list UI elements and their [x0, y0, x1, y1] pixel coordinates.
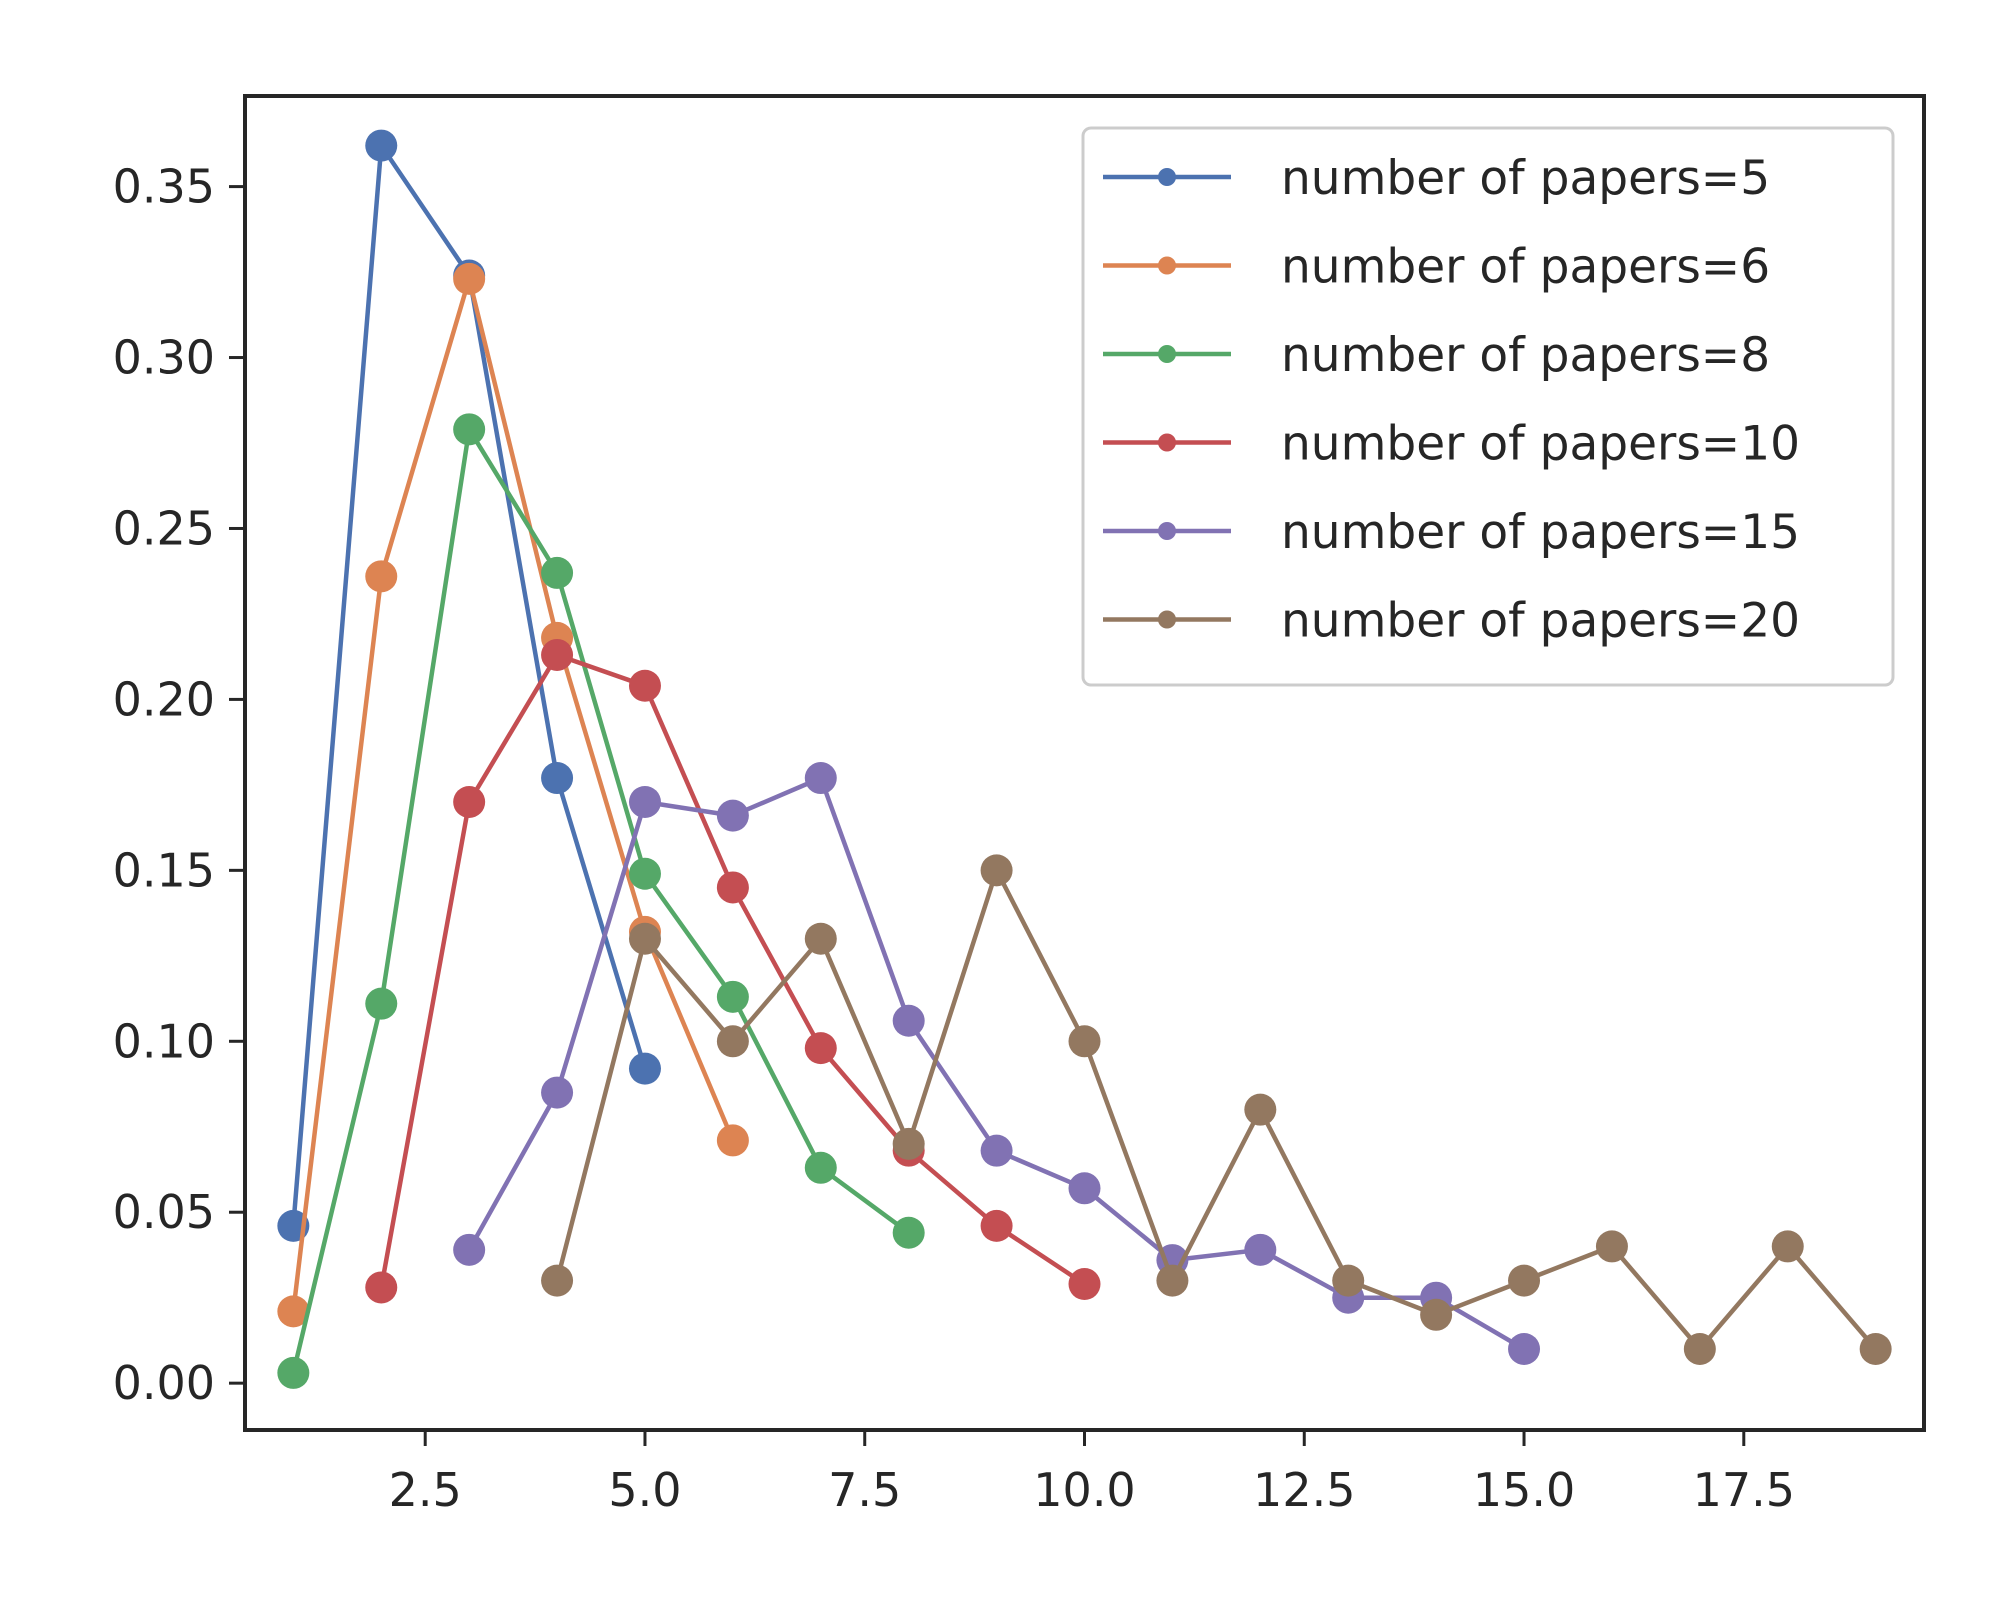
series-line — [554, 868, 1878, 1352]
data-point — [716, 1124, 749, 1157]
y-tick-label: 0.10 — [113, 1014, 215, 1068]
data-point — [628, 669, 661, 702]
data-point — [453, 262, 486, 295]
data-point — [628, 922, 661, 955]
data-point — [628, 857, 661, 890]
data-point — [628, 785, 661, 818]
legend-item: number of papers=5 — [1103, 151, 1770, 206]
series-1 — [277, 129, 661, 1242]
data-point — [980, 1134, 1013, 1167]
legend-label: number of papers=20 — [1281, 594, 1800, 649]
data-point — [1156, 1264, 1189, 1297]
data-point — [1859, 1332, 1892, 1365]
data-point — [716, 799, 749, 832]
data-point — [980, 1209, 1013, 1242]
x-tick-label: 5.0 — [608, 1463, 681, 1517]
data-point — [804, 1032, 837, 1065]
legend-label: number of papers=15 — [1281, 505, 1800, 560]
legend-label: number of papers=8 — [1281, 328, 1770, 383]
y-tick-label: 0.15 — [113, 843, 215, 897]
data-point — [365, 1271, 398, 1304]
data-point — [1508, 1332, 1541, 1365]
data-point — [1332, 1264, 1365, 1297]
data-point — [541, 1076, 574, 1109]
data-point — [804, 922, 837, 955]
data-point — [541, 638, 574, 671]
x-tick-label: 2.5 — [389, 1463, 462, 1517]
series-line — [291, 427, 911, 1374]
y-tick-label: 0.05 — [113, 1185, 215, 1239]
data-point — [980, 854, 1013, 887]
axis-ticks: 2.5 5.0 7.5 10.0 12.5 15.0 17.5 0.00 0.05 0.10 0.1… — [113, 160, 1795, 1517]
data-point — [1068, 1268, 1101, 1301]
data-point — [1508, 1264, 1541, 1297]
series-layer — [277, 129, 1892, 1389]
y-tick-label: 0.20 — [113, 672, 215, 726]
series-5 — [453, 762, 1541, 1365]
legend-marker — [1158, 522, 1176, 540]
legend-label: number of papers=6 — [1281, 240, 1770, 295]
legend-item: number of papers=8 — [1103, 328, 1770, 383]
x-tick-label: 12.5 — [1253, 1463, 1355, 1517]
y-tick-label: 0.35 — [113, 160, 215, 214]
series-4 — [365, 638, 1101, 1304]
data-point — [716, 871, 749, 904]
legend: number of papers=5 number of papers=6 numb… — [1081, 126, 1895, 687]
data-point — [277, 1356, 310, 1389]
data-point — [541, 762, 574, 795]
legend-marker — [1158, 345, 1176, 363]
data-point — [1683, 1332, 1716, 1365]
y-tick-label: 0.30 — [113, 331, 215, 385]
data-point — [1595, 1230, 1628, 1263]
legend-marker — [1158, 433, 1176, 452]
legend-item: number of papers=20 — [1103, 594, 1800, 649]
legend-item: number of papers=6 — [1103, 240, 1770, 295]
x-tick-label: 7.5 — [828, 1463, 901, 1517]
data-point — [1420, 1298, 1453, 1331]
data-point — [716, 1025, 749, 1058]
data-point — [541, 1264, 574, 1297]
x-tick-label: 10.0 — [1033, 1463, 1135, 1517]
series-6 — [541, 854, 1892, 1365]
data-point — [1068, 1172, 1101, 1205]
data-point — [1771, 1230, 1804, 1263]
x-tick-label: 17.5 — [1693, 1463, 1795, 1517]
y-tick-label: 0.00 — [113, 1356, 215, 1410]
legend-item: number of papers=10 — [1103, 417, 1800, 472]
data-point — [453, 1233, 486, 1266]
data-point — [541, 556, 574, 589]
data-point — [277, 1295, 310, 1328]
data-point — [1244, 1093, 1277, 1126]
data-point — [365, 987, 398, 1020]
series-line — [379, 652, 1086, 1288]
plot-area-frame — [243, 94, 1926, 1432]
data-point — [804, 1151, 837, 1184]
x-tick-label: 15.0 — [1473, 1463, 1575, 1517]
legend-label: number of papers=10 — [1281, 417, 1800, 472]
data-point — [1068, 1025, 1101, 1058]
data-point — [892, 1004, 925, 1037]
legend-label: number of papers=5 — [1281, 151, 1770, 206]
legend-box — [1081, 126, 1895, 687]
data-point — [453, 413, 486, 446]
legend-marker — [1158, 256, 1176, 275]
legend-marker — [1158, 168, 1176, 186]
y-tick-label: 0.25 — [113, 501, 215, 555]
legend-item: number of papers=15 — [1103, 505, 1800, 560]
data-point — [1244, 1233, 1277, 1266]
data-point — [892, 1127, 925, 1160]
data-point — [892, 1216, 925, 1249]
data-point — [804, 762, 837, 795]
data-point — [628, 1052, 661, 1085]
series-3 — [277, 413, 925, 1389]
series-line — [291, 276, 735, 1312]
data-point — [453, 785, 486, 818]
legend-marker — [1158, 610, 1176, 629]
data-point — [365, 129, 398, 162]
data-point — [365, 560, 398, 593]
data-point — [716, 980, 749, 1013]
